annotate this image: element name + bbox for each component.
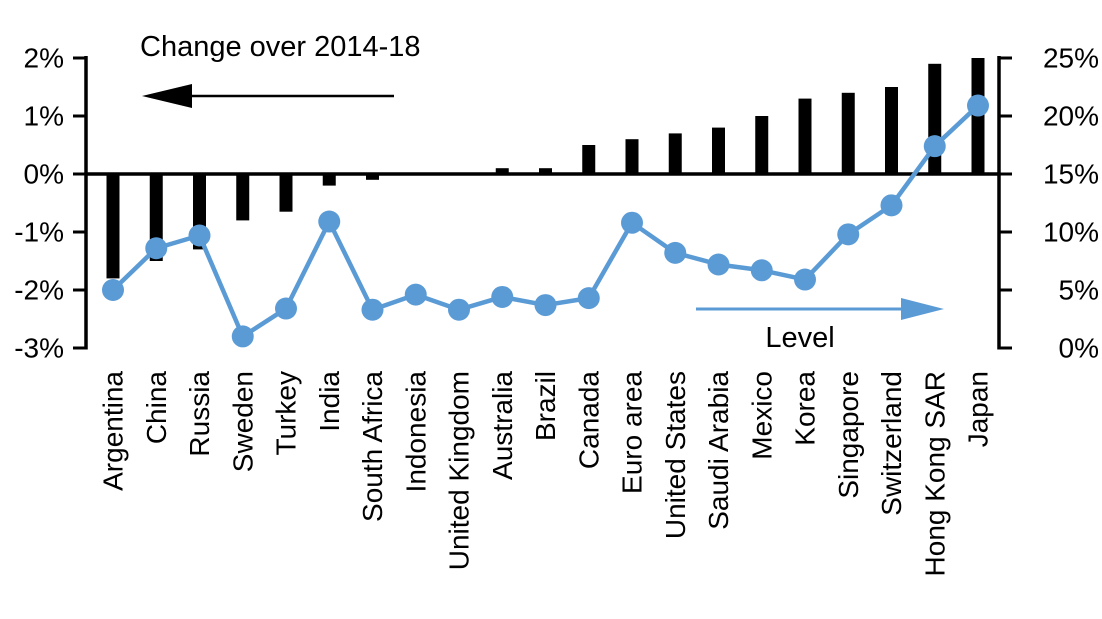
- category-label: India: [314, 371, 345, 432]
- bar: [236, 174, 250, 221]
- line-marker: [837, 223, 860, 246]
- category-label: Canada: [573, 371, 604, 470]
- category-label: South Africa: [357, 371, 388, 522]
- line-marker: [880, 194, 903, 217]
- right-axis-tick-label: 0%: [1059, 333, 1099, 364]
- category-label: United States: [660, 371, 691, 539]
- right-axis-tick-label: 5%: [1059, 275, 1099, 306]
- bar: [885, 87, 898, 174]
- category-label: Turkey: [271, 371, 302, 456]
- category-label: Brazil: [530, 371, 561, 441]
- line-marker: [145, 237, 168, 260]
- category-label: China: [141, 371, 172, 445]
- category-label: Russia: [184, 371, 215, 457]
- line-marker: [707, 253, 730, 276]
- bar: [625, 139, 639, 174]
- line-marker: [923, 135, 946, 158]
- line-marker: [102, 279, 124, 301]
- bar: [495, 168, 509, 174]
- right-series-annotation: Level: [765, 322, 835, 354]
- change-arrow-head: [142, 84, 192, 108]
- bar: [322, 174, 336, 186]
- bar: [798, 98, 812, 174]
- line-marker: [967, 94, 989, 117]
- bar: [279, 174, 293, 212]
- bar: [841, 92, 855, 174]
- bar: [928, 63, 942, 174]
- right-axis-tick-label: 20%: [1043, 101, 1099, 132]
- line-marker: [188, 224, 211, 247]
- category-label: United Kingdom: [444, 371, 475, 570]
- bar: [366, 174, 379, 180]
- line-marker: [794, 268, 816, 291]
- bar: [582, 145, 596, 174]
- line-marker: [577, 287, 600, 310]
- category-label: Indonesia: [400, 371, 431, 493]
- left-axis-tick-label: -2%: [14, 275, 64, 306]
- category-label: Australia: [487, 371, 518, 480]
- line-marker: [750, 259, 773, 282]
- line-marker: [318, 210, 341, 233]
- line-marker: [448, 298, 470, 321]
- category-label: Korea: [790, 371, 821, 446]
- change-arrow: [142, 84, 394, 108]
- left-axis-tick-label: -1%: [14, 217, 64, 248]
- line-marker: [664, 241, 687, 264]
- left-axis-tick-label: 0%: [24, 159, 64, 190]
- line-marker: [361, 298, 384, 321]
- line-marker: [491, 285, 514, 308]
- left-series-annotation: Change over 2014-18: [140, 31, 421, 63]
- level-arrow-head: [901, 298, 944, 320]
- category-label: Argentina: [98, 371, 129, 491]
- bar: [755, 116, 769, 174]
- category-label: Hong Kong SAR: [919, 371, 950, 576]
- left-axis-tick-label: 1%: [24, 101, 64, 132]
- line-marker: [404, 283, 427, 306]
- right-axis-tick-label: 25%: [1043, 43, 1099, 74]
- category-label: Switzerland: [876, 371, 907, 516]
- category-label: Japan: [963, 371, 994, 447]
- right-axis-tick-label: 10%: [1043, 217, 1099, 248]
- left-axis-tick-label: 2%: [24, 43, 64, 74]
- category-label: Sweden: [227, 371, 258, 472]
- category-label: Saudi Arabia: [703, 371, 734, 530]
- line-marker: [231, 325, 254, 348]
- level-arrow: [696, 298, 944, 320]
- category-label: Singapore: [833, 371, 864, 499]
- right-axis-tick-label: 15%: [1043, 159, 1099, 190]
- bar: [106, 174, 120, 279]
- left-axis-tick-label: -3%: [14, 333, 64, 364]
- category-label: Euro area: [617, 371, 648, 494]
- line-marker: [621, 211, 643, 234]
- bar: [539, 168, 552, 174]
- line-marker: [534, 294, 557, 317]
- bar: [712, 127, 725, 174]
- bar: [668, 133, 682, 174]
- line-marker: [275, 297, 297, 320]
- category-label: Mexico: [746, 371, 777, 460]
